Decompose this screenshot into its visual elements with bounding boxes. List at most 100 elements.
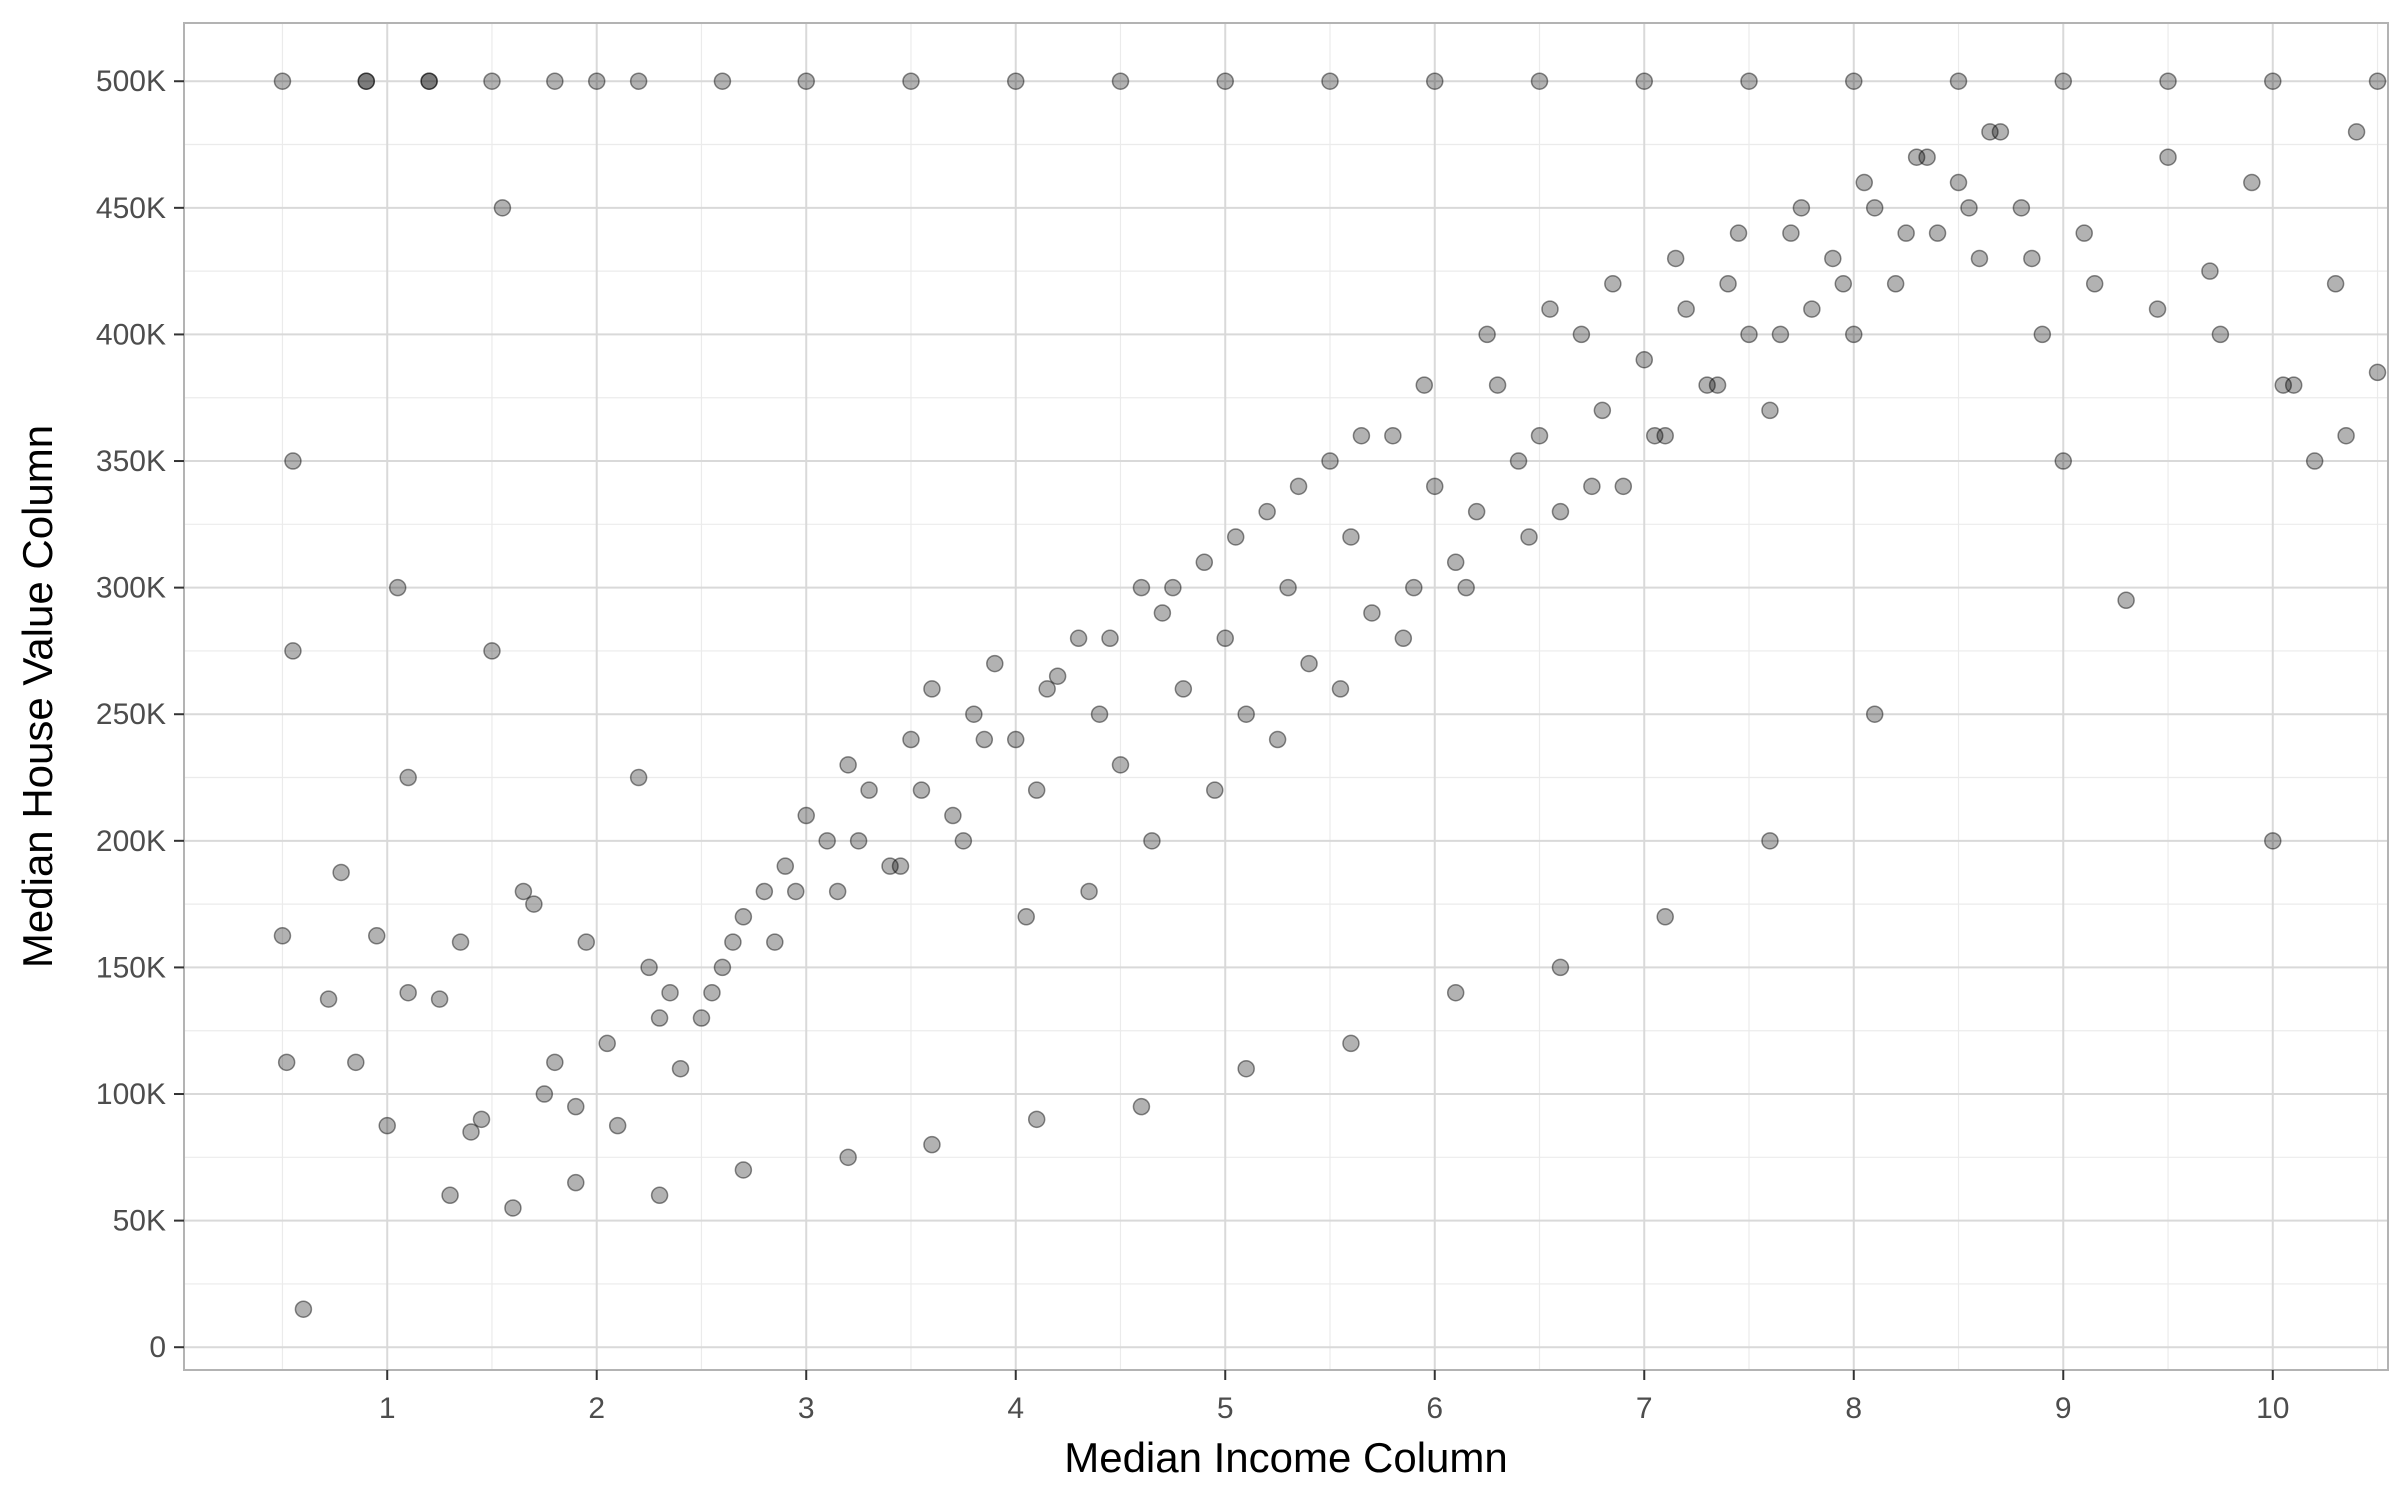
data-point <box>441 1186 459 1205</box>
data-point <box>1719 275 1737 293</box>
points-layer <box>273 72 2387 1318</box>
data-point <box>650 1009 669 1027</box>
data-point <box>1006 730 1025 749</box>
data-point <box>1740 325 1758 344</box>
data-point <box>860 781 878 799</box>
data-point <box>1017 908 1035 926</box>
data-point <box>1425 72 1444 90</box>
data-point <box>1279 578 1297 597</box>
data-point <box>1405 578 1423 597</box>
data-point <box>2012 199 2031 217</box>
data-point <box>2201 262 2219 280</box>
data-point <box>1604 275 1622 293</box>
y-tick-label: 250K <box>96 698 166 731</box>
data-point <box>587 72 606 90</box>
data-point <box>1761 401 1779 420</box>
data-point <box>2368 72 2387 90</box>
data-point <box>1321 72 1339 90</box>
data-point <box>294 1300 313 1318</box>
data-point <box>2326 275 2345 293</box>
data-point <box>2274 376 2292 394</box>
y-tick-label: 300K <box>96 572 166 605</box>
data-point <box>577 933 596 951</box>
data-point <box>818 832 836 850</box>
data-point <box>2284 376 2303 394</box>
data-point <box>1352 426 1371 445</box>
data-point <box>493 199 512 217</box>
data-point <box>839 756 857 774</box>
x-tick-label: 1 <box>379 1392 396 1425</box>
data-point <box>472 1110 491 1129</box>
data-point <box>1289 477 1308 496</box>
data-point <box>650 1186 669 1205</box>
data-point <box>734 908 753 926</box>
data-point <box>420 72 438 90</box>
data-point <box>1195 553 1214 572</box>
grid-layer <box>184 23 2388 1370</box>
data-point <box>535 1085 554 1103</box>
data-point <box>1960 199 1978 217</box>
data-point <box>661 983 679 1002</box>
data-point <box>378 1116 396 1135</box>
y-tick-label: 150K <box>96 951 166 984</box>
data-point <box>1782 224 1800 242</box>
data-point <box>1216 629 1234 648</box>
data-point <box>923 680 941 698</box>
data-point <box>2337 426 2355 445</box>
y-axis-label: Median House Value Column <box>14 425 61 968</box>
data-point <box>734 1161 753 1179</box>
data-point <box>1342 528 1360 546</box>
y-tick-label: 400K <box>96 318 166 351</box>
data-point <box>483 72 501 90</box>
data-point <box>2243 173 2261 192</box>
data-point <box>357 72 376 90</box>
data-point <box>1027 781 1046 799</box>
data-point <box>567 1097 585 1116</box>
data-point <box>347 1053 365 1072</box>
data-point <box>1080 882 1098 901</box>
data-point <box>1645 426 1664 445</box>
x-tick-label: 10 <box>2256 1392 2289 1425</box>
data-point <box>1321 452 1339 470</box>
data-point <box>703 983 721 1002</box>
data-point <box>2033 325 2052 344</box>
data-point <box>1761 832 1779 850</box>
data-point <box>2368 363 2387 382</box>
data-point <box>1541 300 1559 318</box>
data-point <box>755 882 774 901</box>
data-point <box>1865 705 1884 723</box>
data-point <box>1949 173 1968 192</box>
data-point <box>944 806 962 825</box>
data-point <box>2159 148 2177 166</box>
data-point <box>954 832 973 850</box>
y-tick-label: 100K <box>96 1078 166 1111</box>
data-point <box>1698 376 1716 394</box>
data-point <box>483 642 501 660</box>
data-point <box>1792 199 1811 217</box>
data-point <box>1300 654 1318 673</box>
data-point <box>923 1135 941 1154</box>
data-point <box>2305 452 2324 470</box>
data-point <box>713 958 732 977</box>
data-point <box>629 72 648 90</box>
data-point <box>828 882 847 901</box>
data-point <box>2054 452 2073 470</box>
data-point <box>1101 629 1119 648</box>
data-point <box>1132 578 1151 597</box>
data-point <box>462 1123 480 1141</box>
data-point <box>284 452 302 470</box>
data-point <box>598 1034 616 1053</box>
data-point <box>277 1053 296 1072</box>
data-point <box>2117 591 2135 610</box>
data-point <box>1530 72 1549 90</box>
x-tick-label: 3 <box>798 1392 815 1425</box>
data-point <box>284 642 302 660</box>
x-axis: 1 2 3 4 5 6 7 8 9 10 <box>379 1370 2289 1425</box>
data-point <box>797 806 815 825</box>
data-point <box>1918 148 1936 166</box>
data-point <box>640 958 658 977</box>
data-point <box>2085 275 2104 293</box>
data-point <box>881 857 899 875</box>
data-point <box>1415 376 1434 394</box>
x-tick-label: 9 <box>2055 1392 2072 1425</box>
